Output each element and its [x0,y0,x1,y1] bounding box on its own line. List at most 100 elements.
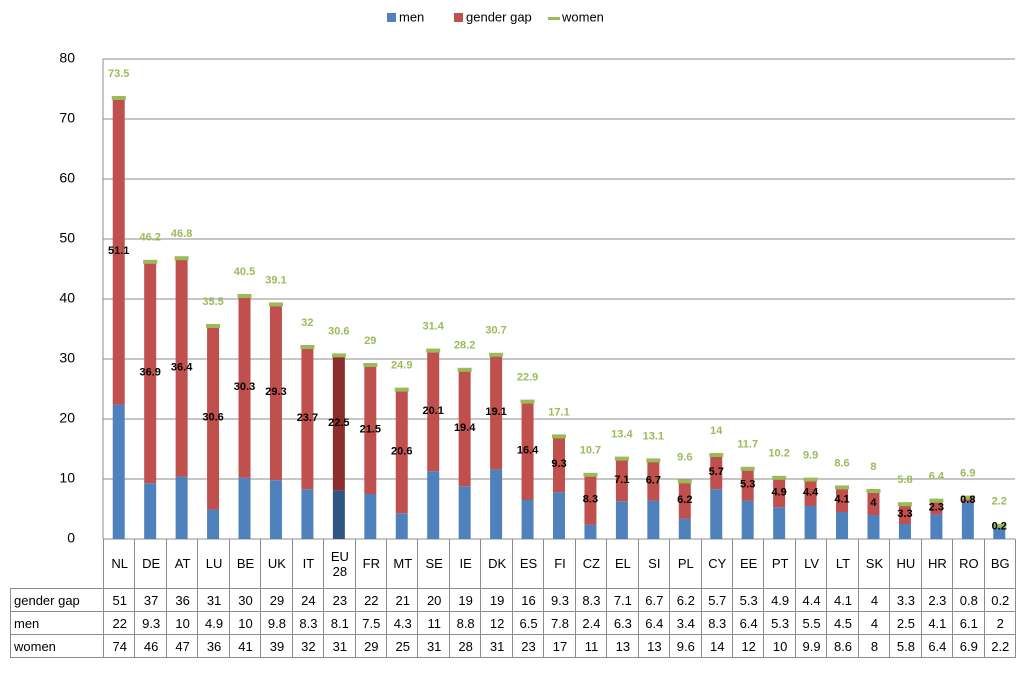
gap-label: 4 [870,497,877,509]
bar-gender-gap [364,365,377,494]
women-label: 40.5 [234,266,255,278]
table-value: 4 [857,612,891,635]
category-label: LU [197,539,230,589]
women-label: 46.8 [171,228,192,240]
category-label: CY [700,539,733,589]
table-value: 31 [480,635,513,658]
category-label: FR [354,539,388,589]
bar-men [615,501,628,539]
bar-gender-gap [710,455,723,490]
women-marker [111,96,126,100]
gap-label: 30.6 [202,412,223,424]
table-value: 6.2 [669,589,702,612]
women-label: 14 [710,425,723,437]
table-value: 12 [731,635,765,658]
category-label: MT [386,539,419,589]
table-value: 8.6 [826,635,859,658]
women-label: 29 [364,335,376,347]
table-value: 6.5 [511,612,545,635]
bar-gender-gap [804,479,817,506]
table-value: 4.3 [386,612,419,635]
women-marker [614,456,629,461]
women-marker [206,324,221,328]
gap-label: 5.7 [709,466,724,478]
women-marker [929,498,944,503]
women-marker [772,475,787,480]
table-value: 36 [165,589,199,612]
table-value: 9.8 [260,612,293,635]
table-value: 3.4 [669,612,702,635]
category-label: DK [480,539,513,589]
women-marker [300,345,315,349]
table-value: 13 [637,635,671,658]
table-value: 9.9 [794,635,828,658]
table-value: 2.3 [920,589,954,612]
table-value: 46 [134,635,167,658]
legend-swatch [387,13,396,22]
gap-label: 0.2 [992,520,1007,532]
table-value: 5.8 [889,635,922,658]
category-label: SI [637,539,671,589]
women-marker [897,502,912,507]
table-value: 0.8 [952,589,985,612]
category-label: FI [543,539,576,589]
table-value: 7.1 [606,589,639,612]
table-value: 8 [857,635,891,658]
women-label: 13.1 [643,430,664,442]
table-value: 2.2 [983,635,1016,658]
table-value: 28 [448,635,482,658]
bar-gender-gap [678,481,691,519]
gap-label: 0.8 [960,494,975,506]
table-value: 4.9 [197,612,230,635]
gap-label: 4.4 [803,487,819,499]
women-marker [143,259,158,264]
table-value: 17 [543,635,576,658]
bar-gender-gap [773,477,786,508]
table-value: 12 [480,612,513,635]
table-value: 16 [511,589,545,612]
table-value: 8.3 [700,612,733,635]
bar-gender-gap [238,296,251,478]
bar-gender-gap [741,468,754,501]
table-value: 39 [260,635,293,658]
table-value: 4 [857,589,891,612]
table-value: 5.5 [794,612,828,635]
table-value: 51 [103,589,136,612]
gap-label: 22.5 [328,417,349,429]
category-label: IT [291,539,325,589]
bar-gender-gap [395,389,408,514]
category-label: DE [134,539,167,589]
table-value: 6.7 [637,589,671,612]
bar-men [427,471,440,539]
category-label: EE [731,539,765,589]
table-value: 6.3 [606,612,639,635]
gap-label: 16.4 [517,445,539,457]
y-tick-label: 10 [59,470,75,486]
bar-men [144,483,157,539]
women-label: 32 [301,317,313,329]
women-marker [426,348,441,353]
gap-label: 20.1 [422,405,443,417]
women-marker [268,302,283,307]
women-label: 73.5 [108,68,129,80]
table-value: 4.1 [826,589,859,612]
table-value: 2.5 [889,612,922,635]
table-value: 9.3 [134,612,167,635]
women-label: 9.9 [803,450,818,462]
gap-label: 19.4 [454,422,476,434]
table-value: 31 [323,635,356,658]
women-marker [866,489,881,493]
women-marker [709,453,724,457]
bar-men [710,489,723,539]
table-value: 74 [103,635,136,658]
bar-men [993,527,1006,539]
y-tick-label: 40 [59,290,75,306]
bar-gender-gap [332,355,345,491]
row-header: men [10,612,104,635]
women-label: 11.7 [737,439,758,451]
women-label: 13.4 [611,429,633,441]
table-value: 10 [165,612,199,635]
women-label: 6.4 [929,471,945,483]
category-label: CZ [574,539,608,589]
